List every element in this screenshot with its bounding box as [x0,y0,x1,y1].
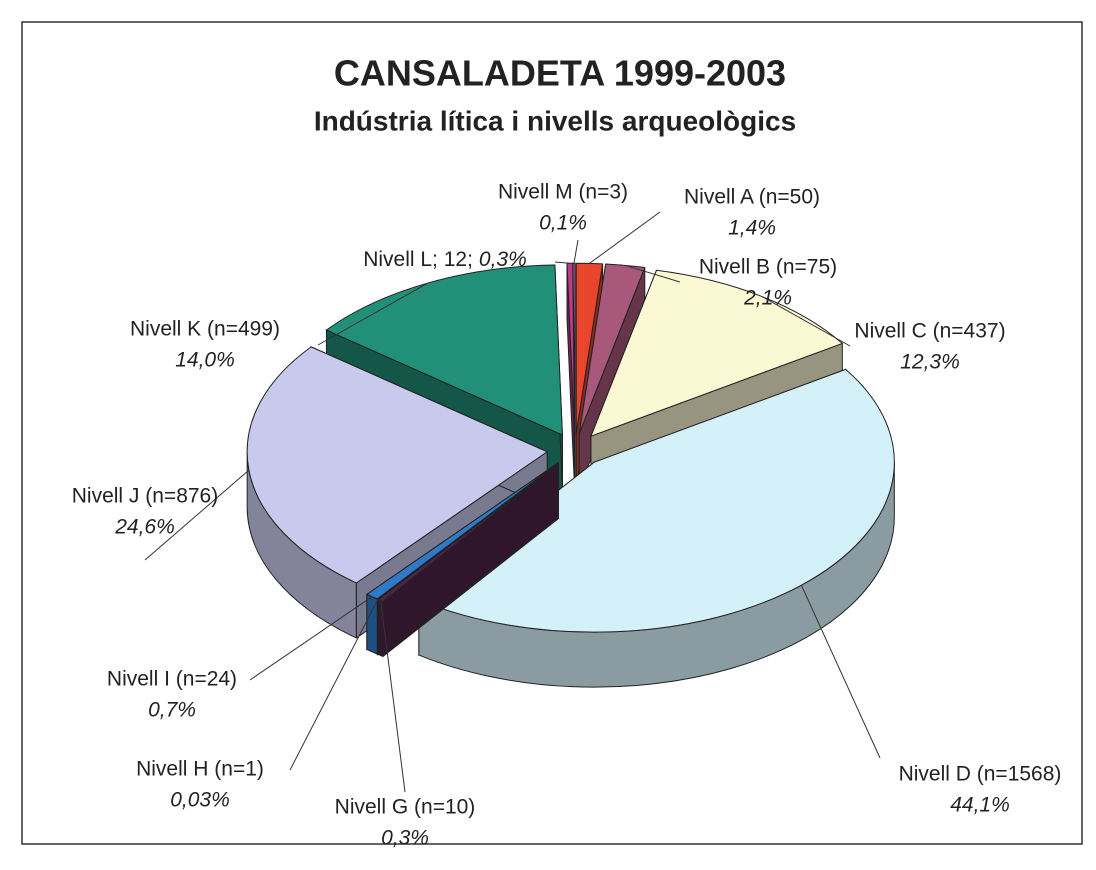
category-label: Nivell C (n=437) [854,320,1005,343]
category-label: Nivell A (n=50) [684,186,820,209]
slice-side [378,600,383,657]
value-label: 0,03% [170,789,230,812]
slice-label: Nivell L; 12; 0,3% [363,248,527,271]
value-label: 12,3% [900,351,960,374]
value-label: 1,4% [728,217,776,240]
chart-title: CANSALADETA 1999-2003 [334,53,786,94]
value-label: 44,1% [950,794,1010,817]
category-label: Nivell J (n=876) [72,485,218,508]
category-label: Nivell M (n=3) [498,181,628,204]
value-label: 24,6% [114,516,175,539]
chart-subtitle: Indústria lítica i nivells arqueològics [314,105,796,136]
category-label: Nivell L; 12; [363,248,473,271]
category-label: Nivell H (n=1) [136,758,264,781]
category-label: Nivell G (n=10) [335,796,476,819]
category-label: Nivell I (n=24) [107,668,237,691]
category-label: Nivell K (n=499) [130,318,280,341]
value-label: 0,3% [381,827,429,850]
category-label: Nivell D (n=1568) [899,763,1062,786]
value-label: 2,1% [743,287,792,310]
value-label: 0,7% [148,699,196,722]
value-label: 0,1% [539,212,587,235]
category-label: Nivell B (n=75) [699,256,837,279]
value-label: 14,0% [175,349,235,372]
value-label: 0,3% [479,248,527,271]
